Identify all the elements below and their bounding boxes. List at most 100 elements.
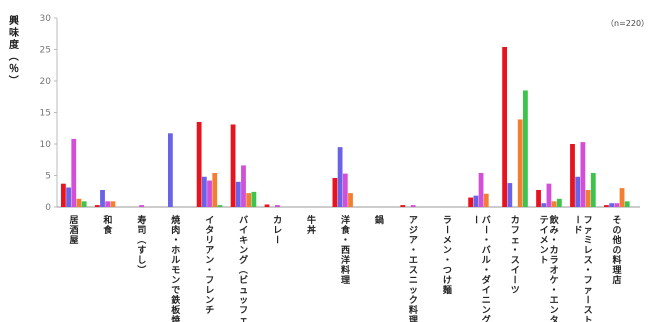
bar <box>251 191 257 207</box>
y-tick: 25 <box>40 46 57 56</box>
bar <box>536 189 541 207</box>
bar <box>230 124 236 207</box>
category-label: 焼肉・ホルモンで鉄板焼き <box>169 214 181 322</box>
category-label-char: ト <box>540 255 549 266</box>
category-label-char: 麺 <box>442 284 452 296</box>
category-label-char: 丼 <box>307 224 316 236</box>
category-label: 居酒屋 <box>69 215 78 246</box>
category-label-char: ラ <box>443 215 452 226</box>
category-label-char: テ <box>540 215 549 226</box>
category-label-char: ド <box>574 225 583 236</box>
category-label-char: フ <box>239 306 248 316</box>
y-tick-label: 0 <box>45 203 51 213</box>
category-label-char: カ <box>550 245 559 256</box>
bar <box>81 201 87 207</box>
bar <box>337 147 343 207</box>
category-label-char: バ <box>239 215 248 226</box>
category-label-char: ・ <box>339 235 349 244</box>
category-label-char: キ <box>239 235 248 246</box>
bar-group <box>60 138 87 207</box>
category-label-char: イ <box>239 225 248 236</box>
y-tick-label: 25 <box>40 46 51 56</box>
category-label-char: イ <box>205 215 214 226</box>
category-label-char: ス <box>511 255 520 266</box>
category-label-char: カ <box>511 215 520 226</box>
bar <box>167 133 173 207</box>
category-label-char: エ <box>550 296 559 306</box>
category-label-char: ・ <box>582 265 592 274</box>
category-label-char: 洋 <box>341 214 350 226</box>
category-label-char: ー <box>582 295 592 304</box>
category-label-char: 焼 <box>171 314 180 322</box>
bar-group <box>536 183 562 207</box>
bar-group <box>230 124 257 207</box>
category-label-char: ・ <box>548 235 558 244</box>
bar <box>246 193 252 207</box>
category-label-char: ン <box>171 275 180 286</box>
category-label-char: （ <box>237 265 248 274</box>
category-label-char: バ <box>482 245 491 256</box>
y-tick-label: 30 <box>40 14 52 24</box>
bar <box>110 201 116 207</box>
category-label-char: ア <box>409 215 418 226</box>
bar <box>473 195 479 207</box>
y-tick: 15 <box>40 109 57 119</box>
bar <box>556 198 562 207</box>
category-label: 鍋 <box>375 214 384 226</box>
category-label-char: ・ <box>548 285 558 294</box>
category-label-char: け <box>443 275 452 286</box>
category-label-char: ー <box>441 225 451 234</box>
category-label-char: 他 <box>612 234 622 246</box>
category-label-char: ン <box>205 295 214 306</box>
category-label-char: 西 <box>341 245 350 256</box>
bar-group <box>332 147 353 207</box>
category-label-char: 料 <box>341 264 350 276</box>
y-tick-label: 20 <box>40 77 52 87</box>
bar <box>575 176 581 207</box>
y-label-char: 味 <box>9 26 19 39</box>
bar <box>546 183 552 207</box>
bar <box>624 201 630 207</box>
category-label-char: ュ <box>239 286 248 296</box>
category-label-char: 屋 <box>69 235 78 246</box>
bar-group <box>502 46 528 208</box>
bar <box>410 205 416 207</box>
bar <box>478 172 484 207</box>
category-label-char: ァ <box>584 226 593 236</box>
bar <box>604 205 609 207</box>
bar <box>275 205 280 207</box>
category-label-char: 和 <box>102 214 112 226</box>
category-label-char: ・ <box>203 265 213 274</box>
category-label-char: タ <box>205 224 214 236</box>
category-label-char: ン <box>239 245 248 256</box>
category-label-char: ニ <box>409 276 418 286</box>
bar <box>551 201 557 207</box>
bar <box>235 181 241 207</box>
bar <box>348 193 353 207</box>
bar <box>523 90 528 207</box>
category-label-char: ン <box>205 255 214 266</box>
bar <box>609 203 615 207</box>
bar <box>483 193 489 207</box>
category-label-char: レ <box>205 285 214 296</box>
category-label-char: バ <box>482 215 491 226</box>
category-label-char: 寿 <box>137 214 146 226</box>
category-label-char: （ <box>135 235 146 244</box>
category-label-char: ー <box>572 215 582 224</box>
category-label-char: 料 <box>613 254 622 266</box>
sample-size-note: （n=220） <box>606 19 649 28</box>
bar <box>207 180 212 207</box>
category-label-char: ） <box>135 265 146 274</box>
bar <box>332 178 338 207</box>
category-label-char: ー <box>509 275 519 284</box>
y-tick-label: 15 <box>40 109 51 119</box>
bar <box>590 172 596 207</box>
category-label-char: 料 <box>409 304 418 316</box>
category-label-char: ェ <box>511 236 520 246</box>
